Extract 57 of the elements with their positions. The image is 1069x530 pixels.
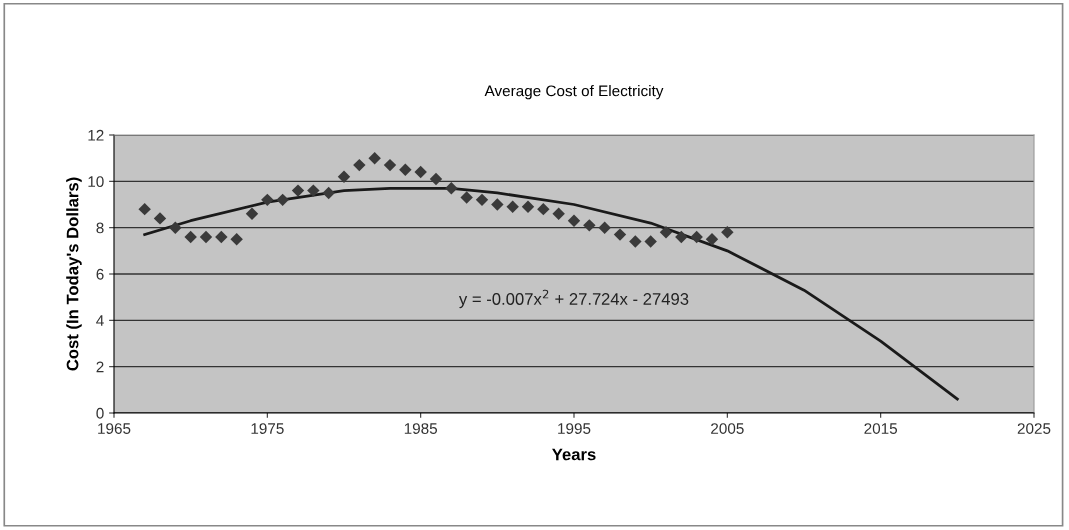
- point: [307, 184, 320, 197]
- point: [138, 202, 151, 216]
- point: [644, 235, 657, 248]
- point: [690, 230, 703, 244]
- point: [337, 170, 351, 183]
- x-tick-label: 2025: [1017, 423, 1051, 434]
- point: [399, 163, 412, 176]
- point: [261, 193, 274, 207]
- point: [199, 230, 213, 244]
- point: [521, 200, 535, 214]
- point: [475, 193, 489, 207]
- point: [291, 184, 305, 197]
- point: [460, 191, 473, 204]
- x-tick-label: 1985: [404, 423, 438, 434]
- point: [215, 230, 228, 244]
- point: [184, 230, 197, 244]
- chart-title: Average Cost of Electricity: [484, 85, 664, 100]
- point: [169, 221, 182, 234]
- point: [552, 207, 565, 220]
- x-tick-label: 1965: [98, 423, 131, 434]
- point: [705, 233, 719, 246]
- y-tick-label: 2: [96, 361, 104, 373]
- point: [721, 226, 734, 239]
- y-tick-label: 8: [96, 222, 104, 234]
- x-axis-title: Years: [552, 448, 596, 461]
- point: [629, 235, 642, 248]
- point: [383, 158, 397, 172]
- point: [491, 198, 504, 211]
- point: [659, 226, 673, 239]
- y-tick-label: 0: [96, 407, 104, 419]
- point: [598, 221, 611, 234]
- point: [276, 193, 289, 207]
- y-tick-label: 10: [88, 176, 104, 188]
- point: [506, 200, 519, 214]
- point: [153, 212, 167, 225]
- point: [445, 182, 458, 195]
- y-tick-label: 12: [88, 129, 104, 141]
- point: [230, 233, 243, 246]
- point: [429, 172, 443, 186]
- point: [675, 230, 688, 244]
- point: [414, 165, 427, 179]
- y-tick-label: 4: [96, 315, 104, 326]
- point: [353, 158, 366, 172]
- point: [245, 207, 259, 220]
- y-tick-label: 6: [96, 268, 104, 280]
- point: [368, 151, 381, 165]
- x-tick-label: 2005: [711, 423, 744, 434]
- point: [583, 219, 596, 232]
- point: [537, 202, 550, 216]
- x-tick-label: 1975: [251, 423, 284, 434]
- x-tick-label: 1995: [558, 423, 591, 434]
- point: [613, 228, 627, 241]
- point: [567, 214, 581, 227]
- annotation: y = -0.007x$^{2}$ + 27.724x - 27493: [458, 289, 689, 309]
- y-axis-title: Cost (In Today's Dollars): [66, 177, 82, 371]
- point: [322, 186, 335, 200]
- x-tick-label: 2015: [864, 423, 898, 434]
